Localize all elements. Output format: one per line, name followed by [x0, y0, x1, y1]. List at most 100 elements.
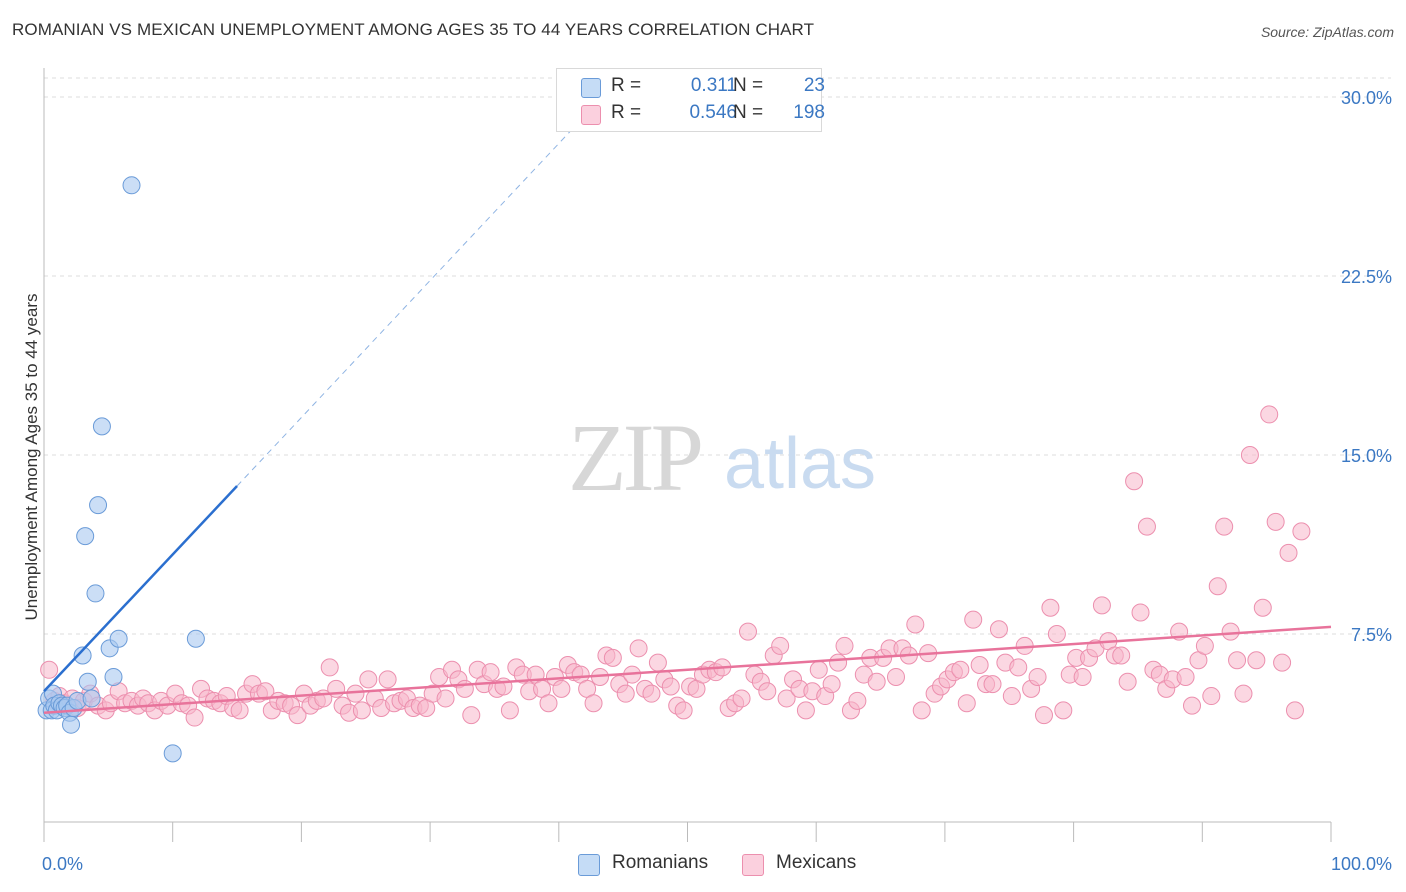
romanians-point: [104, 667, 123, 686]
mexicans-point: [648, 653, 667, 672]
mexicans-point: [455, 679, 474, 698]
romanians-point: [62, 715, 81, 734]
mexicans-point: [886, 667, 905, 686]
romanians-point: [76, 527, 95, 546]
watermark: ZIP atlas: [568, 404, 876, 511]
correlation-legend: R = 0.311 N = 23 R = 0.546 N = 198: [556, 68, 825, 132]
grid: [44, 77, 1391, 635]
mexicans-point: [983, 675, 1002, 694]
mexicans-point: [539, 694, 558, 713]
legend-n-label: N =: [733, 102, 764, 123]
mexicans-point: [185, 708, 204, 727]
mexicans-point: [552, 679, 571, 698]
romanians-point: [109, 629, 128, 648]
mexicans-point: [481, 663, 500, 682]
mexicans-point: [288, 706, 307, 725]
source-label: Source: ZipAtlas.com: [1260, 24, 1394, 40]
mexicans-point: [1221, 622, 1240, 641]
romanians-point: [89, 496, 108, 515]
romanians-point: [122, 176, 141, 195]
mexicans-point: [1228, 651, 1247, 670]
mexicans-point: [1073, 667, 1092, 686]
romanians-point: [92, 417, 111, 436]
mexicans-point: [758, 682, 777, 701]
mexicans-point: [359, 670, 378, 689]
mexicans-point: [436, 689, 455, 708]
mexicans-point: [1176, 667, 1195, 686]
legend-r-label: R =: [611, 75, 642, 96]
mexicans-trend-line: [43, 625, 1332, 715]
mexicans-point: [951, 660, 970, 679]
mexicans-point: [1112, 646, 1131, 665]
legend-r-value: 0.546: [689, 102, 737, 123]
mexicans-point: [1195, 636, 1214, 655]
romanians-point: [73, 646, 92, 665]
legend-r-value: 0.311: [690, 75, 737, 96]
watermark-zip: ZIP: [568, 404, 701, 511]
mexicans-point: [1240, 446, 1259, 464]
mexicans-point: [796, 701, 815, 720]
romanians-point: [78, 672, 97, 691]
legend-n-value: 23: [803, 75, 825, 96]
legend-label-mexicans: Mexicans: [776, 852, 857, 873]
mexicans-point: [835, 636, 854, 655]
mexicans-point: [912, 701, 931, 720]
y-tick-label: 15.0%: [1341, 446, 1392, 466]
mexicans-point: [603, 648, 622, 667]
mexicans-point: [1002, 687, 1021, 706]
x-tick-labels: 0.0% 100.0%: [42, 854, 1392, 874]
mexicans-point: [970, 656, 989, 675]
mexicans-point: [1266, 512, 1285, 531]
mexicans-point: [771, 636, 790, 655]
mexicans-point: [500, 701, 519, 720]
romanians-point: [163, 744, 182, 763]
y-tick-label: 30.0%: [1341, 88, 1392, 108]
series-romanians: [37, 176, 205, 763]
mexicans-point: [732, 689, 751, 708]
mexicans-point: [1028, 667, 1047, 686]
x-tick-label: 0.0%: [42, 854, 83, 874]
mexicans-point: [738, 622, 757, 641]
mexicans-point: [346, 684, 365, 703]
legend-n-value: 198: [793, 102, 825, 123]
legend-swatch-mexicans: [742, 854, 764, 876]
trend-lines: [43, 115, 1332, 715]
chart-title: ROMANIAN VS MEXICAN UNEMPLOYMENT AMONG A…: [12, 20, 815, 39]
watermark-atlas: atlas: [724, 424, 876, 504]
mexicans-point: [1279, 543, 1298, 562]
legend-r-label: R =: [611, 102, 642, 123]
romanians-point: [186, 629, 205, 648]
mexicans-point: [1034, 706, 1053, 725]
mexicans-point: [629, 639, 648, 658]
mexicans-point: [584, 694, 603, 713]
mexicans-point: [378, 670, 397, 689]
mexicans-point: [674, 701, 693, 720]
mexicans-point: [1118, 672, 1137, 691]
mexicans-point: [1234, 684, 1253, 703]
mexicans-point: [1292, 522, 1311, 541]
mexicans-point: [1041, 598, 1060, 617]
mexicans-point: [867, 672, 886, 691]
mexicans-point: [1285, 701, 1304, 720]
mexicans-point: [906, 615, 925, 634]
mexicans-point: [256, 682, 275, 701]
mexicans-point: [1253, 598, 1272, 617]
y-tick-label: 7.5%: [1351, 625, 1392, 645]
x-tick-label: 100.0%: [1331, 854, 1392, 874]
mexicans-point: [957, 694, 976, 713]
mexicans-point: [822, 675, 841, 694]
romanians-trend-extension: [236, 115, 585, 487]
mexicans-point: [848, 691, 867, 710]
mexicans-point: [964, 610, 983, 629]
mexicans-point: [829, 653, 848, 672]
legend-n-label: N =: [733, 75, 764, 96]
mexicans-point: [1131, 603, 1150, 622]
mexicans-point: [1202, 687, 1221, 706]
mexicans-point: [1137, 517, 1156, 536]
mexicans-point: [1009, 658, 1028, 677]
mexicans-point: [777, 689, 796, 708]
mexicans-point: [1247, 651, 1266, 670]
legend-swatch-romanians: [578, 854, 600, 876]
legend-swatch-romanians: [581, 78, 601, 98]
y-tick-label: 22.5%: [1341, 267, 1392, 287]
